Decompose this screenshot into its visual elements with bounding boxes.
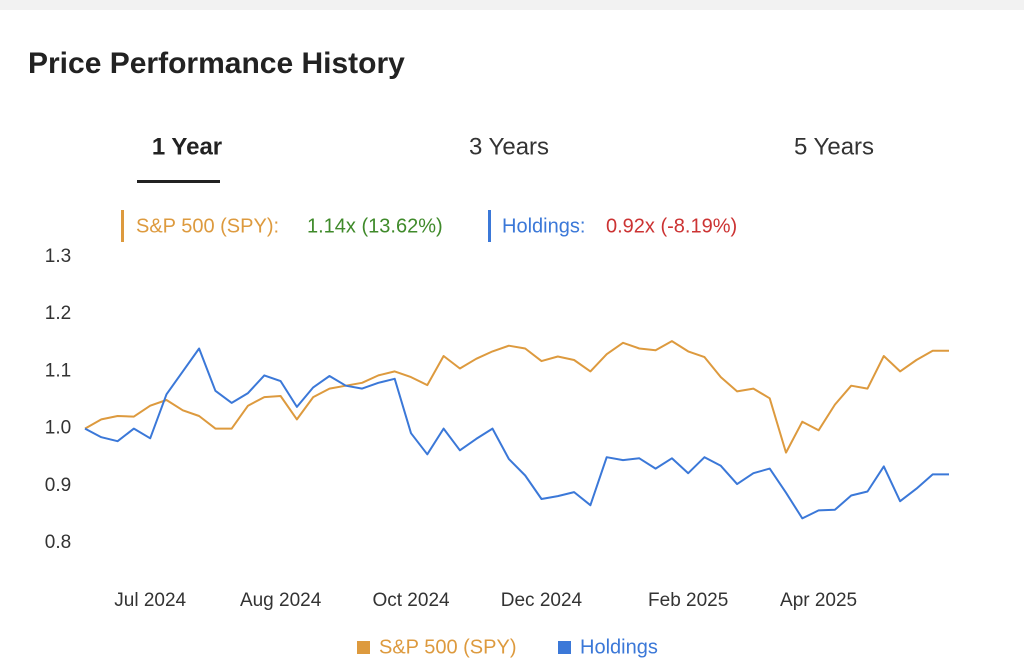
- x-tick-label: Dec 2024: [501, 590, 583, 611]
- legend-label: Holdings: [580, 636, 658, 658]
- y-tick-label: 1.2: [45, 303, 71, 324]
- y-tick-label: 1.3: [45, 246, 71, 267]
- tab[interactable]: 3 Years: [469, 133, 549, 160]
- summary-marker: [121, 210, 124, 242]
- legend-label: S&P 500 (SPY): [379, 636, 516, 658]
- summary-label: Holdings:: [502, 215, 585, 237]
- y-tick-label: 1.0: [45, 418, 71, 439]
- top-strip: [0, 0, 1024, 10]
- summary-value: 1.14x (13.62%): [307, 215, 443, 237]
- tab[interactable]: 1 Year: [152, 133, 222, 160]
- x-tick-label: Apr 2025: [780, 590, 857, 611]
- y-tick-label: 0.8: [45, 532, 71, 553]
- series-line: [84, 340, 949, 454]
- tab-underline: [137, 180, 220, 183]
- legend-swatch: [357, 641, 370, 654]
- y-tick-label: 0.9: [45, 475, 71, 496]
- summary-value: 0.92x (-8.19%): [606, 215, 737, 237]
- summary-marker: [488, 210, 491, 242]
- page-title: Price Performance History: [28, 47, 405, 80]
- x-tick-label: Oct 2024: [372, 590, 450, 611]
- x-tick-label: Feb 2025: [648, 590, 728, 611]
- summary-label: S&P 500 (SPY):: [136, 215, 279, 237]
- series-line: [84, 347, 949, 520]
- legend-swatch: [558, 641, 571, 654]
- x-tick-label: Jul 2024: [114, 590, 186, 611]
- y-tick-label: 1.1: [45, 360, 71, 381]
- x-tick-label: Aug 2024: [240, 590, 322, 611]
- tab[interactable]: 5 Years: [794, 133, 874, 160]
